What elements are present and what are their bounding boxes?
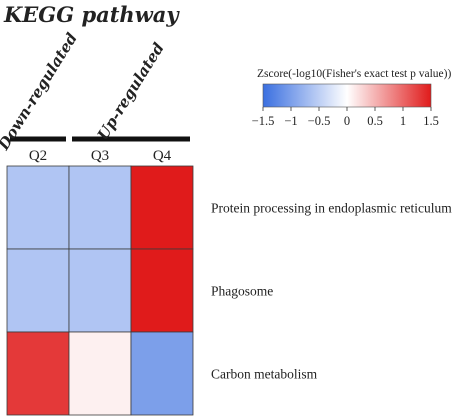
group-label: Down-regulated <box>0 29 81 154</box>
colorbar-title: Zscore(-log10(Fisher's exact test p valu… <box>257 68 451 80</box>
column-label: Q2 <box>29 148 47 164</box>
colorbar-tick-label: −1 <box>284 114 297 128</box>
heatmap-cell <box>130 165 194 250</box>
column-labels: Q2 Q3 Q4 <box>29 148 172 164</box>
colorbar-legend: Zscore(-log10(Fisher's exact test p valu… <box>252 68 452 128</box>
column-label: Q3 <box>91 148 109 164</box>
row-labels: Protein processing in endoplasmic reticu… <box>211 201 452 382</box>
colorbar-gradient <box>262 83 432 108</box>
heatmap-cell <box>68 248 132 333</box>
row-label: Phagosome <box>211 284 273 299</box>
group-label: Up-regulated <box>94 39 168 143</box>
colorbar-tick-label: 0 <box>344 114 350 128</box>
heatmap-cell <box>6 331 70 416</box>
row-label: Carbon metabolism <box>211 367 318 382</box>
chart-title: KEGG pathway <box>3 2 180 27</box>
group-brackets: Down-regulated Up-regulated <box>0 29 190 154</box>
colorbar-tick-label: 0.5 <box>367 114 383 128</box>
colorbar-ticks: −1.5 −1 −0.5 0 0.5 1 1.5 <box>252 107 439 128</box>
heatmap-cell <box>68 331 132 416</box>
colorbar-tick-label: 1 <box>400 114 406 128</box>
heatmap-cell <box>6 248 70 333</box>
column-label: Q4 <box>153 148 172 164</box>
heatmap-cell <box>130 331 194 416</box>
heatmap-cell <box>6 165 70 250</box>
heatmap-cell <box>130 248 194 333</box>
heatmap-cell <box>68 165 132 250</box>
heatmap-cells <box>6 165 194 416</box>
colorbar-tick-label: −1.5 <box>252 114 275 128</box>
row-label: Protein processing in endoplasmic reticu… <box>211 201 452 216</box>
colorbar-tick-label: −0.5 <box>308 114 331 128</box>
colorbar-tick-label: 1.5 <box>423 114 439 128</box>
